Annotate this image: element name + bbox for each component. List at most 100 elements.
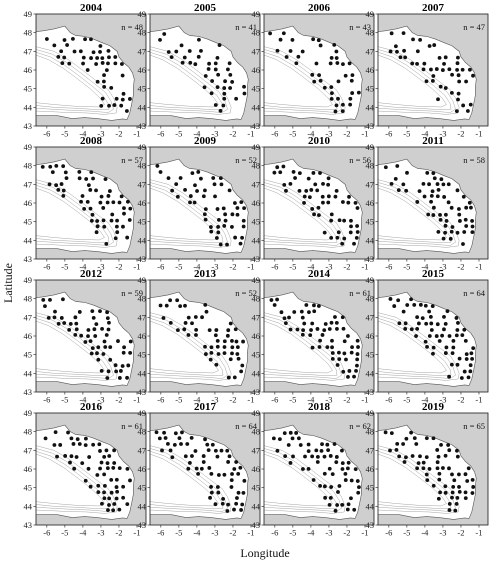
sample-count-label: n = 61 [349,288,371,298]
map-content [36,413,146,525]
station-point [105,461,110,466]
station-point [330,472,335,477]
station-point [71,442,76,446]
x-tick-label: -3 [97,528,104,538]
y-tick-label: 44 [252,368,261,378]
station-point [185,442,190,446]
station-point [463,490,468,495]
station-point [340,315,345,320]
station-point [319,449,324,453]
station-point [455,362,460,367]
station-point [279,310,284,315]
station-point [466,375,471,380]
station-point [58,443,63,447]
station-point [449,90,454,95]
station-point [310,207,315,211]
station-point [164,303,169,308]
station-point [168,320,173,325]
station-point [215,338,220,343]
station-point [393,44,398,49]
station-point [199,176,203,181]
station-point [329,212,334,217]
station-point [330,357,335,361]
x-tick-label: -6 [43,129,50,139]
panel-title: 2018 [308,401,331,413]
y-tick-label: 47 [252,445,261,455]
station-point [290,436,295,441]
station-point [101,79,106,84]
station-point [158,303,163,308]
panel-title: 2013 [194,268,217,280]
station-point [89,351,94,356]
sample-count-label: n = 64 [235,421,258,431]
y-tick-label: 49 [138,275,147,285]
isobath-line [378,182,456,246]
y-tick-label: 43 [138,387,147,397]
station-point [107,503,111,507]
station-point [437,471,442,476]
station-point [455,67,459,72]
station-point [60,61,65,66]
y-tick-label: 47 [366,179,375,189]
panel-title: 2006 [308,2,331,14]
x-tick-label: -4 [421,528,429,538]
station-point [456,91,461,96]
station-point [403,321,408,326]
station-point [435,448,440,452]
station-point [203,437,207,442]
station-point [275,448,280,453]
station-point [81,55,86,60]
station-point [223,212,228,217]
x-tick-label: -6 [43,528,50,538]
station-point [329,96,334,101]
x-tick-label: -3 [211,528,218,538]
station-point [437,339,442,343]
station-point [62,321,67,325]
station-point [102,84,107,89]
station-point [322,484,327,489]
x-tick-label: -3 [439,528,446,538]
station-point [454,109,459,114]
station-point [104,68,109,73]
sample-count-label: n = 56 [349,155,371,165]
y-tick-label: 44 [138,102,147,112]
station-point [180,60,185,65]
panel-title: 2019 [422,401,445,413]
station-point [302,201,306,205]
station-point [414,442,419,446]
y-tick-label: 49 [24,9,33,19]
station-point [235,345,240,350]
station-point [241,224,246,229]
station-point [128,478,132,483]
station-point [98,466,102,471]
x-tick-label: -6 [43,395,50,405]
y-tick-label: 44 [24,235,33,245]
station-point [300,315,305,320]
station-point [422,194,427,199]
station-point [94,322,99,326]
x-tick-label: -2 [115,129,122,139]
station-point [356,90,361,95]
station-point [415,62,419,66]
sample-count-label: n = 57 [121,155,143,165]
station-point [393,177,398,181]
x-tick-label: -4 [307,129,315,139]
x-tick-label: -5 [175,262,182,272]
station-point [340,109,345,114]
station-point [102,73,106,77]
y-tick-label: 45 [252,350,261,360]
isobath-line [378,445,460,514]
station-point [467,67,472,72]
station-point [211,176,216,180]
station-point [427,44,432,48]
station-point [348,102,353,107]
station-point [457,489,462,494]
station-point [330,351,335,355]
isobath-line [150,52,224,110]
station-point [349,350,354,355]
station-point [238,465,243,470]
y-tick-label: 46 [138,464,147,474]
x-tick-label: -5 [175,528,182,538]
station-point [222,351,227,355]
station-point [383,430,388,435]
